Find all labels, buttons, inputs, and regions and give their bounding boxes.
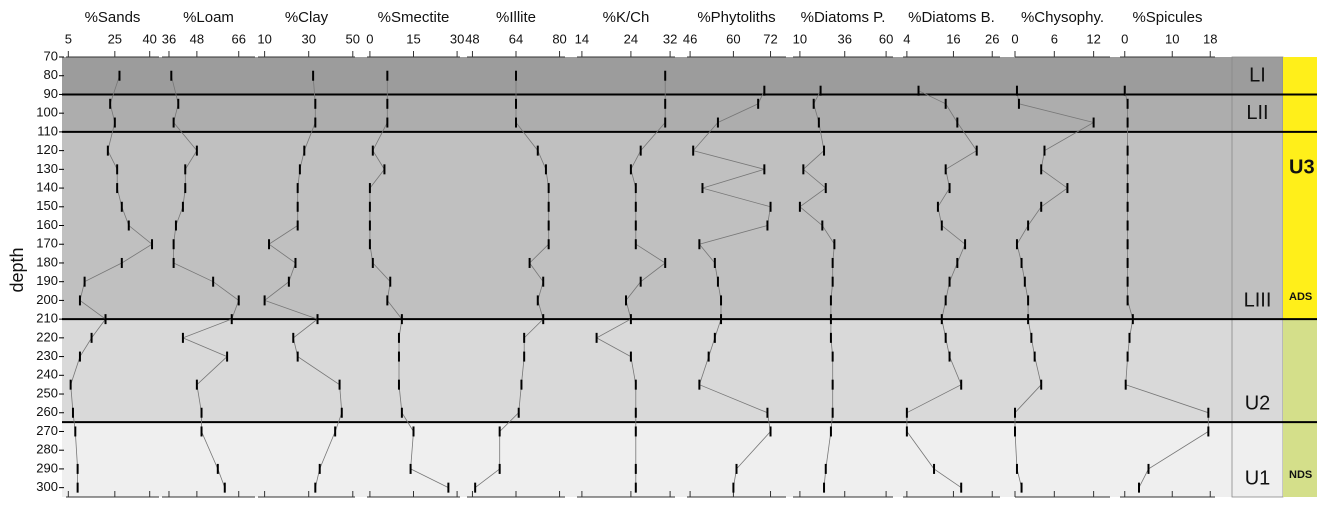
zone-band bbox=[62, 422, 1232, 497]
depth-tick-label: 150 bbox=[36, 198, 58, 213]
zone-band bbox=[62, 57, 1232, 95]
zone-label: LI bbox=[1249, 65, 1266, 87]
x-tick-label: 26 bbox=[985, 31, 999, 46]
x-tick-label: 48 bbox=[190, 31, 204, 46]
depth-tick-label: 220 bbox=[36, 329, 58, 344]
x-tick-label: 60 bbox=[726, 31, 740, 46]
zone-label-box bbox=[1231, 56, 1284, 95]
depth-tick-label: 120 bbox=[36, 142, 58, 157]
depth-tick-label: 190 bbox=[36, 273, 58, 288]
x-tick-label: 0 bbox=[366, 31, 373, 46]
x-tick-label: 24 bbox=[624, 31, 638, 46]
depth-tick-label: 160 bbox=[36, 217, 58, 232]
depth-tick-label: 270 bbox=[36, 423, 58, 438]
panel-title: %Clay bbox=[285, 9, 329, 26]
unit-label: U3 bbox=[1289, 156, 1315, 178]
profile-line bbox=[906, 90, 978, 488]
unit-band bbox=[1283, 319, 1317, 497]
zone-label-box bbox=[1231, 421, 1284, 498]
depth-tick-label: 250 bbox=[36, 385, 58, 400]
depth-tick-label: 100 bbox=[36, 105, 58, 120]
zone-band bbox=[62, 131, 1232, 320]
depth-tick-label: 300 bbox=[36, 479, 58, 494]
depth-tick-label: 140 bbox=[36, 180, 58, 195]
x-tick-label: 36 bbox=[162, 31, 176, 46]
x-tick-label: 12 bbox=[1086, 31, 1100, 46]
x-tick-label: 16 bbox=[946, 31, 960, 46]
depth-tick-label: 80 bbox=[44, 67, 58, 82]
unit-note: ADS bbox=[1289, 291, 1312, 303]
depth-tick-label: 130 bbox=[36, 161, 58, 176]
x-tick-label: 0 bbox=[1121, 31, 1128, 46]
x-tick-label: 18 bbox=[1203, 31, 1217, 46]
panel-title: %Phytoliths bbox=[697, 9, 775, 26]
depth-tick-label: 280 bbox=[36, 442, 58, 457]
profile-line bbox=[692, 90, 771, 488]
unit-band bbox=[1283, 57, 1317, 320]
x-tick-label: 80 bbox=[552, 31, 566, 46]
depth-tick-label: 240 bbox=[36, 367, 58, 382]
x-tick-label: 4 bbox=[903, 31, 910, 46]
x-tick-label: 5 bbox=[65, 31, 72, 46]
x-tick-label: 60 bbox=[879, 31, 893, 46]
x-tick-label: 0 bbox=[1011, 31, 1018, 46]
x-tick-label: 50 bbox=[346, 31, 360, 46]
x-tick-label: 32 bbox=[663, 31, 677, 46]
depth-tick-label: 230 bbox=[36, 348, 58, 363]
panel-title: %Smectite bbox=[378, 9, 450, 26]
x-tick-label: 6 bbox=[1051, 31, 1058, 46]
x-tick-label: 48 bbox=[465, 31, 479, 46]
x-tick-label: 66 bbox=[231, 31, 245, 46]
x-tick-label: 72 bbox=[763, 31, 777, 46]
depth-tick-label: 260 bbox=[36, 404, 58, 419]
depth-tick-label: 290 bbox=[36, 460, 58, 475]
depth-tick-label: 200 bbox=[36, 292, 58, 307]
zone-label-box bbox=[1231, 318, 1284, 423]
x-tick-label: 14 bbox=[575, 31, 589, 46]
depth-tick-label: 90 bbox=[44, 86, 58, 101]
x-tick-label: 64 bbox=[509, 31, 523, 46]
panel-title: %Diatoms P. bbox=[801, 9, 886, 26]
zone-label: U2 bbox=[1245, 392, 1271, 414]
zone-band bbox=[62, 94, 1232, 132]
panel-title: %Sands bbox=[85, 9, 141, 26]
zone-label: U1 bbox=[1245, 467, 1271, 489]
x-tick-label: 10 bbox=[257, 31, 271, 46]
x-tick-label: 10 bbox=[793, 31, 807, 46]
panel-title: %Diatoms B. bbox=[908, 9, 995, 26]
panel-title: %Illite bbox=[496, 9, 536, 26]
panel-title: %Chysophy. bbox=[1021, 9, 1104, 26]
x-tick-label: 30 bbox=[450, 31, 464, 46]
zone-band bbox=[62, 319, 1232, 423]
depth-tick-label: 110 bbox=[37, 123, 58, 138]
depth-axis-label: depth bbox=[7, 247, 27, 292]
zone-label-box bbox=[1231, 131, 1284, 320]
x-tick-label: 40 bbox=[142, 31, 156, 46]
panel-title: %K/Ch bbox=[603, 9, 650, 26]
depth-tick-label: 210 bbox=[36, 311, 58, 326]
depth-tick-label: 70 bbox=[44, 48, 58, 63]
x-tick-label: 15 bbox=[406, 31, 420, 46]
depth-tick-label: 170 bbox=[36, 236, 58, 251]
zone-label: LII bbox=[1246, 102, 1268, 124]
x-tick-label: 36 bbox=[837, 31, 851, 46]
zone-label: LIII bbox=[1244, 289, 1272, 311]
depth-tick-label: 180 bbox=[36, 254, 58, 269]
panel-title: %Spicules bbox=[1132, 9, 1202, 26]
x-tick-label: 10 bbox=[1165, 31, 1179, 46]
x-tick-label: 25 bbox=[108, 31, 122, 46]
x-tick-label: 46 bbox=[683, 31, 697, 46]
x-tick-label: 30 bbox=[301, 31, 315, 46]
panel-title: %Loam bbox=[183, 9, 234, 26]
unit-note: NDS bbox=[1289, 469, 1312, 481]
